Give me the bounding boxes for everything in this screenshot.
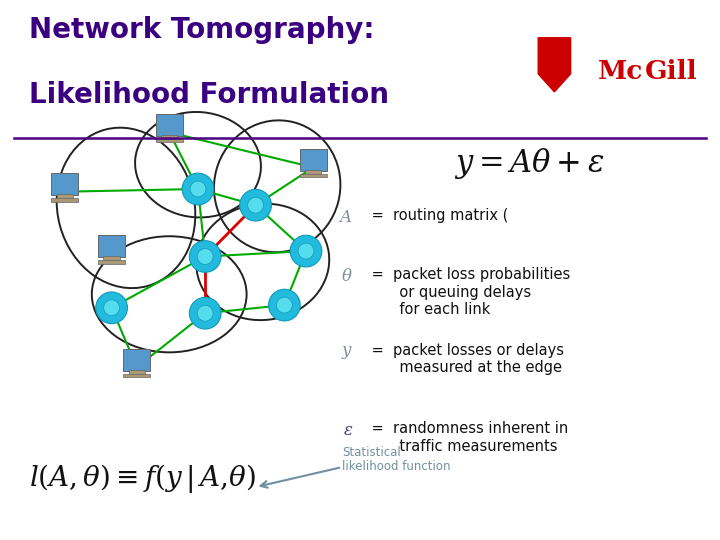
Circle shape (276, 297, 292, 313)
FancyBboxPatch shape (300, 149, 327, 171)
Text: $A$: $A$ (338, 208, 353, 226)
Circle shape (197, 248, 213, 265)
Polygon shape (539, 38, 571, 92)
FancyBboxPatch shape (98, 235, 125, 257)
FancyBboxPatch shape (129, 370, 145, 375)
Circle shape (104, 300, 120, 316)
FancyBboxPatch shape (300, 174, 327, 178)
Text: Gill: Gill (644, 59, 697, 84)
Circle shape (298, 243, 314, 259)
Text: $y$: $y$ (341, 343, 353, 361)
Circle shape (269, 289, 300, 321)
Text: Network Tomography:: Network Tomography: (29, 16, 374, 44)
FancyBboxPatch shape (156, 114, 183, 136)
FancyBboxPatch shape (123, 349, 150, 370)
FancyBboxPatch shape (104, 256, 120, 261)
FancyBboxPatch shape (57, 194, 73, 199)
Text: =  routing matrix (: = routing matrix ( (367, 208, 508, 223)
Text: $y = A\theta + \varepsilon$: $y = A\theta + \varepsilon$ (454, 146, 604, 181)
FancyBboxPatch shape (98, 260, 125, 264)
Circle shape (240, 190, 271, 221)
Circle shape (189, 241, 221, 272)
Text: =  randomness inherent in
       traffic measurements: = randomness inherent in traffic measure… (367, 421, 569, 454)
Circle shape (197, 305, 213, 321)
FancyBboxPatch shape (51, 173, 78, 195)
FancyBboxPatch shape (161, 135, 177, 140)
Circle shape (182, 173, 214, 205)
Text: $l(A, \theta) \equiv f(y\,|\,A,\!\theta)$: $l(A, \theta) \equiv f(y\,|\,A,\!\theta)… (29, 462, 256, 495)
Circle shape (189, 298, 221, 329)
Text: $\varepsilon$: $\varepsilon$ (343, 421, 353, 439)
Circle shape (190, 181, 206, 197)
Text: =  packet loss probabilities
       or queuing delays
       for each link: = packet loss probabilities or queuing d… (367, 267, 570, 317)
Text: $\theta$: $\theta$ (341, 267, 353, 285)
Circle shape (248, 197, 264, 213)
FancyBboxPatch shape (156, 139, 183, 143)
Circle shape (290, 235, 322, 267)
Text: Likelihood Formulation: Likelihood Formulation (29, 81, 389, 109)
Circle shape (96, 292, 127, 323)
FancyBboxPatch shape (123, 374, 150, 377)
Text: =  packet losses or delays
       measured at the edge: = packet losses or delays measured at th… (367, 343, 564, 375)
Text: Mc: Mc (598, 59, 643, 84)
FancyBboxPatch shape (305, 170, 321, 175)
FancyBboxPatch shape (51, 198, 78, 202)
Text: Statistical
likelihood function: Statistical likelihood function (342, 446, 451, 474)
